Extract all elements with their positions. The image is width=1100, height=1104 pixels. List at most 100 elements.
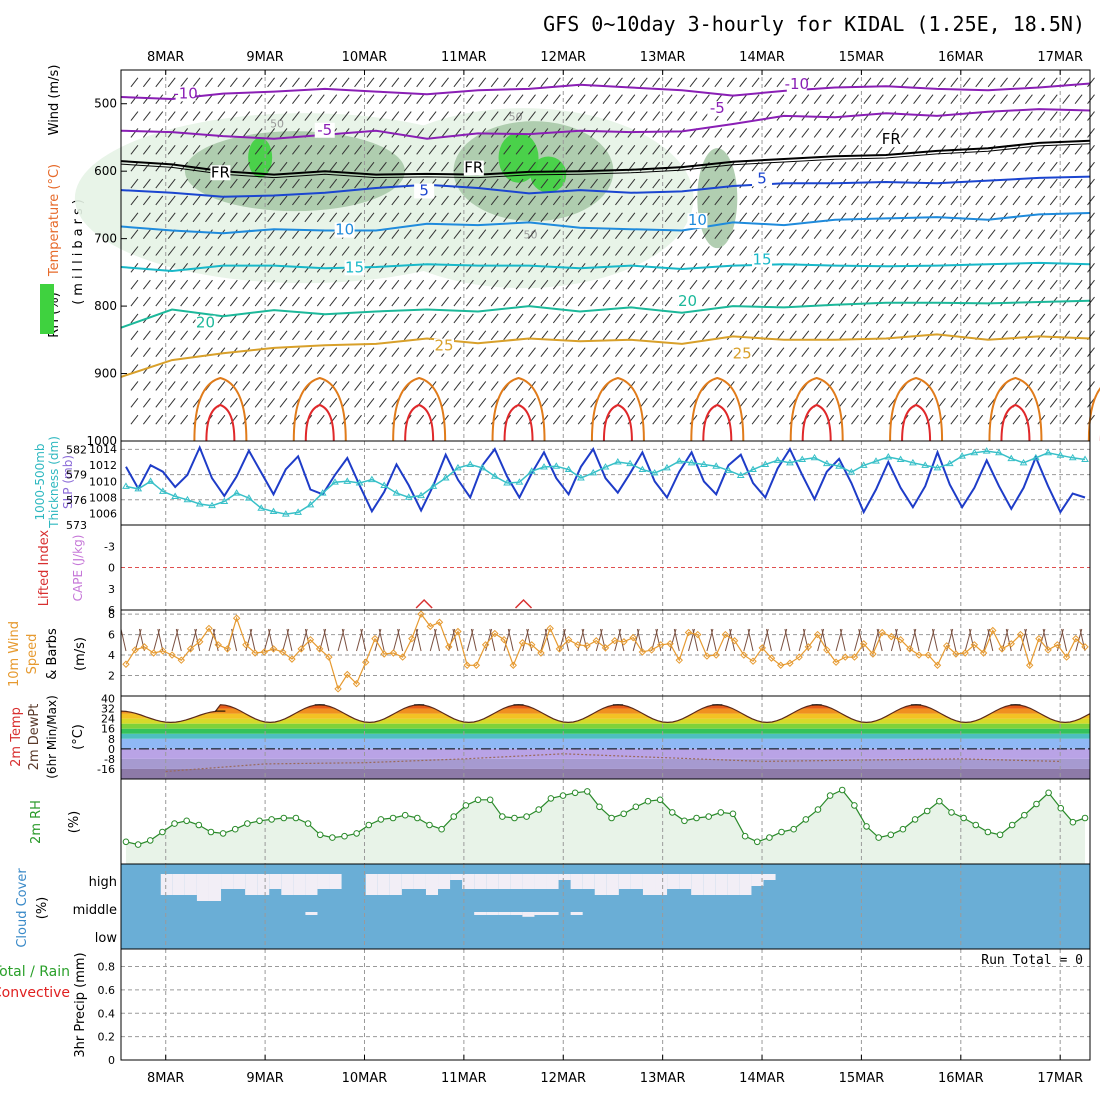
wind10-point <box>131 646 139 654</box>
wind-barb <box>441 364 449 374</box>
wind-barb <box>242 296 251 307</box>
wind10-point <box>417 610 425 618</box>
isotherm-30 <box>392 376 447 442</box>
isotherm--10 <box>120 82 1091 101</box>
wind-barb <box>416 111 425 121</box>
wind-barb <box>441 212 449 223</box>
wind-barb <box>602 94 611 105</box>
wind-barb <box>428 397 437 408</box>
wind-barb <box>403 229 412 239</box>
isotherm-FR <box>120 139 1091 176</box>
rh2m-point <box>280 814 288 822</box>
wind-barb <box>702 229 710 239</box>
wind10-title-c: & Barbs <box>45 628 60 680</box>
wind-barb <box>254 161 263 172</box>
rh2m-point <box>596 803 603 811</box>
wind-barb <box>478 414 487 425</box>
wind-barb <box>292 381 300 391</box>
high-cloud-gap <box>438 874 451 889</box>
wind-barb <box>826 246 835 256</box>
date-label-bottom: 8MAR <box>147 1071 184 1086</box>
wind-barb <box>764 145 772 155</box>
wind-barb <box>254 330 263 341</box>
t2m-title-c: (6hr Min/Max) <box>45 695 59 779</box>
high-cloud-gap <box>172 874 185 895</box>
wind-barb <box>205 128 213 138</box>
wind-barb <box>776 246 785 256</box>
wind10-point <box>823 646 831 654</box>
wind-barb <box>714 195 723 206</box>
wind10-point <box>749 657 757 665</box>
wind-barb <box>180 296 189 307</box>
wind10-point <box>878 628 886 637</box>
wind-barb <box>801 313 810 324</box>
wind-barb <box>689 347 698 357</box>
high-cloud-gap <box>534 874 547 889</box>
wind10-point <box>555 645 564 653</box>
wind-barb <box>751 195 760 206</box>
wind-barb <box>528 246 536 256</box>
wind-barb <box>726 296 735 307</box>
wind-barb <box>242 397 251 408</box>
wind-barb <box>217 145 226 155</box>
wind-barb <box>776 128 785 138</box>
wind-barb <box>813 77 822 88</box>
wind-barb <box>366 195 375 206</box>
wind-barb <box>962 279 971 290</box>
contour-label-bg <box>210 165 231 181</box>
slp-tick-label: 1012 <box>89 459 117 472</box>
rh2m-point <box>171 820 178 827</box>
thickness-point <box>429 482 438 489</box>
wind-barb <box>180 414 189 425</box>
wind-barb <box>354 195 362 206</box>
wind-barb <box>229 330 238 341</box>
wind-barb <box>875 381 884 391</box>
wind-barb <box>776 212 785 223</box>
high-cloud-gap <box>281 874 294 895</box>
wind-barb <box>540 178 549 189</box>
wind-barb <box>1087 229 1095 239</box>
wind-barb <box>677 381 685 391</box>
wind10-point <box>306 635 315 644</box>
wind-barb <box>776 195 785 206</box>
thickness-point <box>245 494 253 501</box>
wind-barb <box>478 229 487 239</box>
rh2m-point <box>753 838 761 846</box>
wind-barb <box>1037 161 1046 172</box>
wind-barb <box>863 145 872 155</box>
wind-barb <box>1074 212 1083 223</box>
thickness-point <box>724 466 733 473</box>
wind-barb <box>1025 397 1033 408</box>
wind-barb <box>913 195 921 206</box>
thickness-point <box>171 492 180 499</box>
wind-barb <box>627 212 636 223</box>
thickness-point <box>847 468 856 475</box>
wind-barb <box>577 364 586 374</box>
wind-barb <box>950 279 959 290</box>
high-cloud-gap <box>727 874 740 895</box>
wind-barb <box>130 414 139 425</box>
rh2m-point <box>329 834 336 841</box>
wind-barb <box>590 381 598 391</box>
wind-barb <box>950 111 959 121</box>
wind-barb <box>155 296 164 307</box>
wind-barb <box>292 111 300 121</box>
middle-cloud-gap <box>510 912 523 915</box>
wind-barb <box>627 296 636 307</box>
wind-barb <box>192 212 201 223</box>
wind-barb <box>913 111 921 121</box>
thickness-point <box>281 510 290 517</box>
wind-barb <box>900 364 909 374</box>
wind10-barb <box>397 628 404 652</box>
wind-barb <box>1074 246 1083 256</box>
wind-barb <box>1049 397 1058 408</box>
wind-barb <box>925 397 934 408</box>
wind-barb <box>962 330 971 341</box>
rh2m-point <box>936 797 943 805</box>
precip-tick-label: 0.6 <box>98 984 116 997</box>
wind-barb <box>788 229 797 239</box>
wind-barb <box>615 330 623 341</box>
wind10-barb <box>507 628 514 652</box>
wind-barb <box>242 195 251 206</box>
